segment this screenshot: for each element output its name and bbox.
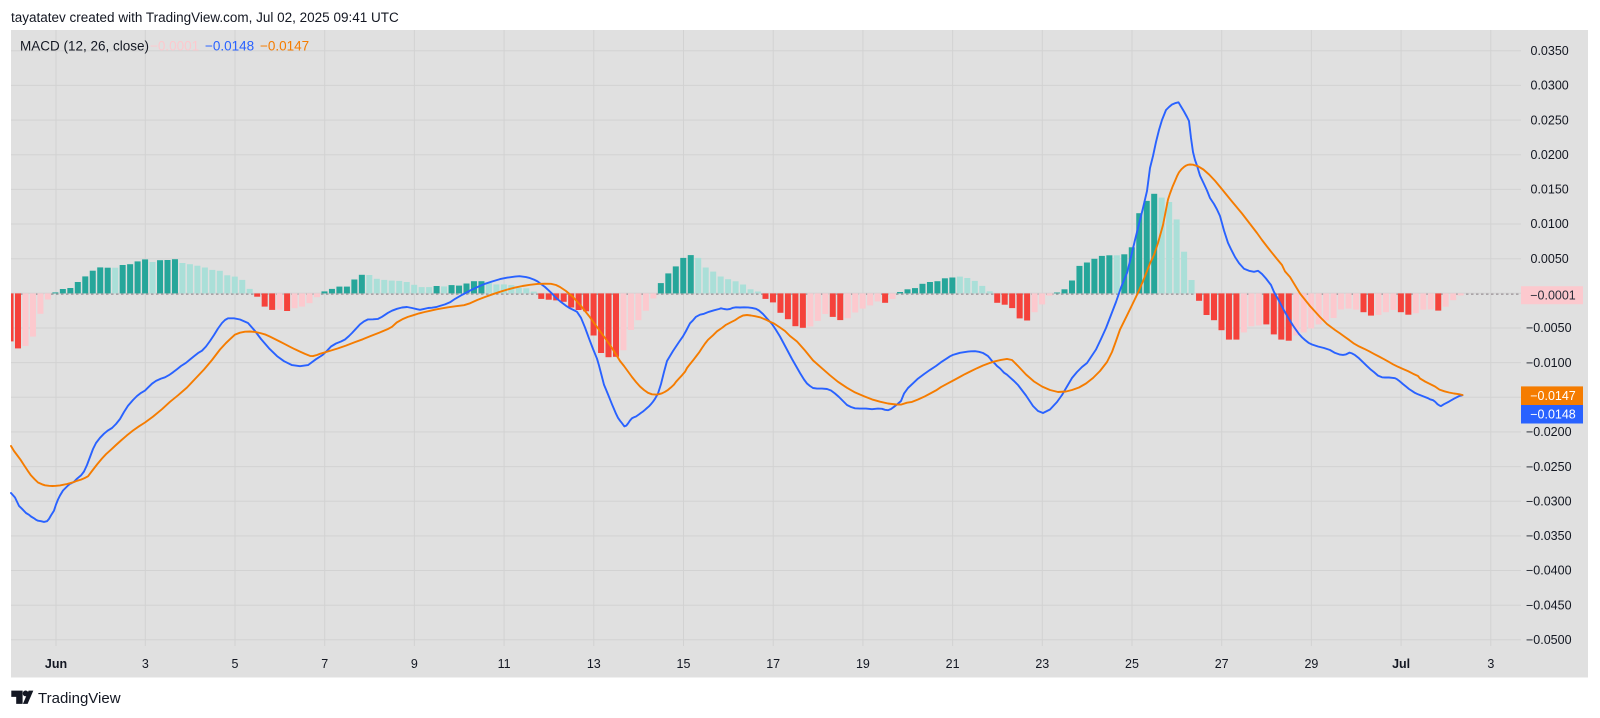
svg-text:−0.0400: −0.0400 — [1526, 564, 1572, 578]
svg-text:MACD (12, 26, close): MACD (12, 26, close) — [20, 39, 149, 54]
svg-text:0.0050: 0.0050 — [1531, 252, 1569, 266]
svg-text:9: 9 — [411, 657, 418, 671]
svg-text:−0.0250: −0.0250 — [1526, 460, 1572, 474]
svg-text:17: 17 — [766, 657, 780, 671]
svg-text:Jul: Jul — [1392, 657, 1410, 671]
svg-text:−0.0147: −0.0147 — [260, 39, 309, 54]
svg-text:21: 21 — [946, 657, 960, 671]
svg-text:15: 15 — [677, 657, 691, 671]
svg-text:−0.0350: −0.0350 — [1526, 529, 1572, 543]
svg-text:0.0250: 0.0250 — [1531, 113, 1569, 127]
svg-text:−0.0450: −0.0450 — [1526, 598, 1572, 612]
svg-text:11: 11 — [498, 657, 511, 671]
svg-text:25: 25 — [1125, 657, 1139, 671]
svg-text:−0.0500: −0.0500 — [1526, 633, 1572, 647]
svg-text:0.0150: 0.0150 — [1531, 183, 1569, 197]
svg-text:−0.0147: −0.0147 — [1530, 389, 1576, 403]
svg-text:−0.0050: −0.0050 — [1526, 321, 1572, 335]
svg-text:3: 3 — [142, 657, 149, 671]
svg-text:0.0300: 0.0300 — [1531, 79, 1569, 93]
svg-text:3: 3 — [1487, 657, 1494, 671]
svg-text:−0.0100: −0.0100 — [1526, 356, 1572, 370]
svg-text:−0.0200: −0.0200 — [1526, 425, 1572, 439]
svg-text:23: 23 — [1035, 657, 1049, 671]
svg-text:Jun: Jun — [45, 657, 67, 671]
svg-text:−0.0001: −0.0001 — [1530, 289, 1576, 303]
svg-text:−0.0148: −0.0148 — [205, 39, 254, 54]
svg-text:−0.0300: −0.0300 — [1526, 494, 1572, 508]
svg-text:7: 7 — [321, 657, 328, 671]
svg-text:27: 27 — [1215, 657, 1229, 671]
svg-text:13: 13 — [587, 657, 601, 671]
svg-text:5: 5 — [232, 657, 239, 671]
svg-text:0.0100: 0.0100 — [1531, 217, 1569, 231]
svg-text:29: 29 — [1304, 657, 1318, 671]
svg-text:0.0350: 0.0350 — [1531, 44, 1569, 58]
svg-text:tayatatev created with Trading: tayatatev created with TradingView.com, … — [11, 10, 399, 25]
svg-text:19: 19 — [856, 657, 870, 671]
svg-text:0.0200: 0.0200 — [1531, 148, 1569, 162]
svg-text:−0.0001: −0.0001 — [150, 39, 199, 54]
svg-text:TradingView: TradingView — [38, 690, 121, 707]
svg-text:−0.0148: −0.0148 — [1530, 408, 1576, 422]
